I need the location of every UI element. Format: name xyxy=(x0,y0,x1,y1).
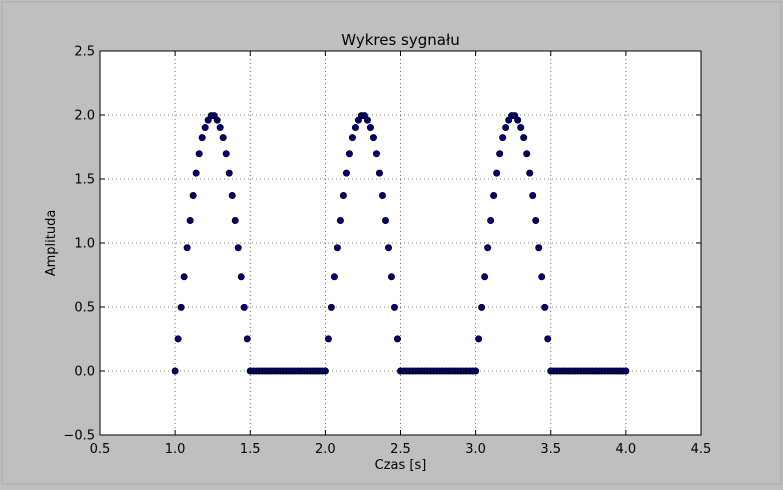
x-tick-label: 2.5 xyxy=(390,442,411,457)
data-point xyxy=(520,134,528,142)
data-point xyxy=(180,273,188,281)
x-tick-label: 4.5 xyxy=(691,442,712,457)
data-point xyxy=(381,216,389,224)
data-point xyxy=(378,192,386,200)
data-point xyxy=(526,169,534,177)
data-point xyxy=(186,216,194,224)
data-point xyxy=(523,150,531,158)
data-point xyxy=(622,367,630,375)
data-point xyxy=(174,335,182,343)
y-tick-label: 1.0 xyxy=(74,237,95,252)
data-point xyxy=(345,150,353,158)
data-point xyxy=(189,192,197,200)
data-point xyxy=(532,216,540,224)
data-point xyxy=(321,367,329,375)
data-point xyxy=(237,273,245,281)
data-markers xyxy=(171,112,630,375)
data-point xyxy=(213,116,221,124)
x-axis-label: Czas [s] xyxy=(375,458,427,473)
y-tick-label: 0.0 xyxy=(74,365,95,380)
data-point xyxy=(472,367,480,375)
y-tick-label: 2.0 xyxy=(74,109,95,124)
data-point xyxy=(339,192,347,200)
data-point xyxy=(369,134,377,142)
tick-labels: 0.5 1.0 1.5 2.0 2.5 3.0 3.5 4.0 4.5 −0.5 0.0 0.5 1.0… xyxy=(63,45,711,458)
data-point xyxy=(478,303,486,311)
y-tick-label: −0.5 xyxy=(63,429,95,444)
data-point xyxy=(529,192,537,200)
data-point xyxy=(384,244,392,252)
data-point xyxy=(535,244,543,252)
data-point xyxy=(216,124,224,132)
x-tick-label: 2.0 xyxy=(315,442,336,457)
data-point xyxy=(177,303,185,311)
data-point xyxy=(514,116,522,124)
x-tick-label: 3.0 xyxy=(465,442,486,457)
y-tick-label: 0.5 xyxy=(74,301,95,316)
data-point xyxy=(243,335,251,343)
data-point xyxy=(487,216,495,224)
data-point xyxy=(372,150,380,158)
data-point xyxy=(171,367,179,375)
data-point xyxy=(484,244,492,252)
data-point xyxy=(499,134,507,142)
chart-title: Wykres sygnału xyxy=(341,31,459,49)
data-point xyxy=(324,335,332,343)
data-point xyxy=(490,192,498,200)
y-tick-label: 2.5 xyxy=(74,45,95,60)
data-point xyxy=(517,124,525,132)
data-point xyxy=(240,303,248,311)
data-point xyxy=(336,216,344,224)
data-point xyxy=(198,134,206,142)
data-point xyxy=(541,303,549,311)
y-axis-label: Amplituda xyxy=(44,210,59,277)
data-point xyxy=(366,124,374,132)
data-point xyxy=(481,273,489,281)
data-point xyxy=(225,169,233,177)
data-point xyxy=(231,216,239,224)
data-point xyxy=(234,244,242,252)
data-point xyxy=(342,169,350,177)
data-point xyxy=(538,273,546,281)
x-tick-label: 0.5 xyxy=(90,442,111,457)
data-point xyxy=(219,134,227,142)
data-point xyxy=(496,150,504,158)
data-point xyxy=(502,124,510,132)
data-point xyxy=(363,116,371,124)
data-point xyxy=(228,192,236,200)
data-point xyxy=(387,273,395,281)
x-tick-label: 1.0 xyxy=(165,442,186,457)
x-tick-label: 4.0 xyxy=(616,442,637,457)
data-point xyxy=(390,303,398,311)
data-point xyxy=(327,303,335,311)
data-point xyxy=(475,335,483,343)
data-point xyxy=(375,169,383,177)
x-tick-label: 3.5 xyxy=(540,442,561,457)
data-point xyxy=(348,134,356,142)
data-point xyxy=(333,244,341,252)
x-tick-label: 1.5 xyxy=(240,442,261,457)
ticks xyxy=(99,50,702,436)
data-point xyxy=(393,335,401,343)
data-point xyxy=(195,150,203,158)
data-point xyxy=(544,335,552,343)
data-point xyxy=(351,124,359,132)
data-point xyxy=(222,150,230,158)
data-point xyxy=(183,244,191,252)
y-tick-label: 1.5 xyxy=(74,173,95,188)
data-point xyxy=(330,273,338,281)
data-point xyxy=(201,124,209,132)
data-point xyxy=(192,169,200,177)
data-point xyxy=(493,169,501,177)
